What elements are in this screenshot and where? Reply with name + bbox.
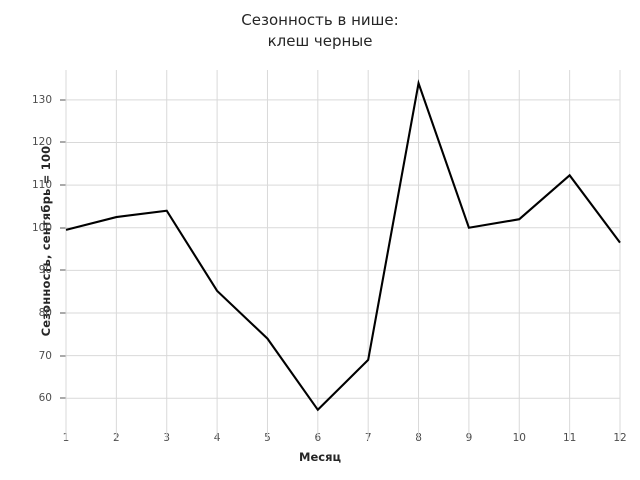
y-tick-label: 60 [38, 392, 52, 405]
y-tick-mark [60, 227, 66, 229]
plot-area [65, 70, 621, 440]
y-tick-mark [60, 312, 66, 314]
chart-title: Сезонность в нише: клеш черные [241, 11, 399, 50]
y-tick-label: 130 [31, 93, 52, 106]
y-tick-label: 100 [31, 221, 52, 234]
y-tick-label: 70 [38, 349, 52, 362]
plot-svg [65, 70, 621, 440]
y-tick-mark [60, 269, 66, 271]
y-tick-label: 90 [38, 264, 52, 277]
y-tick-mark [60, 355, 66, 357]
y-tick-label: 110 [31, 179, 52, 192]
y-tick-label: 120 [31, 136, 52, 149]
y-tick-mark [60, 397, 66, 399]
y-tick-mark [60, 141, 66, 143]
vertical-gridlines [65, 70, 621, 440]
horizontal-gridlines [66, 99, 620, 399]
y-tick-label: 80 [38, 307, 52, 320]
seasonality-data-line [65, 79, 621, 412]
x-axis-title: Месяц [299, 450, 341, 464]
y-tick-mark [60, 184, 66, 186]
y-tick-mark [60, 99, 66, 101]
